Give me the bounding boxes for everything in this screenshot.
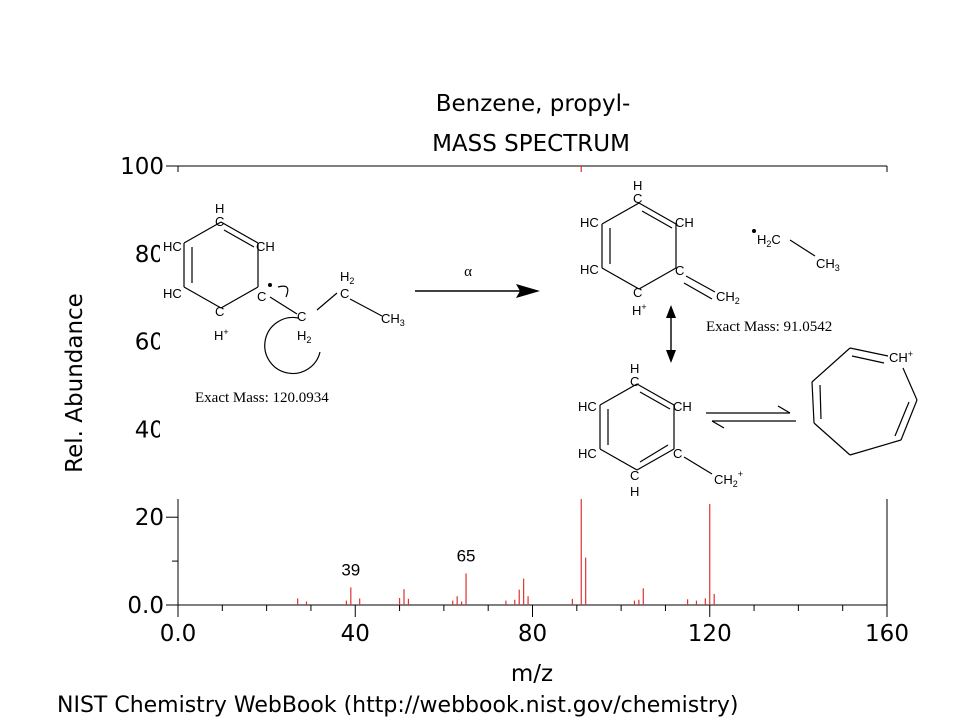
tropylium-structure	[811, 347, 918, 456]
benzyl-resonance-labels: H C HC CH HC C C H CH2+	[578, 361, 743, 499]
ethyl-radical: H2C CH3	[752, 229, 840, 273]
x-tick-label: 0.0	[160, 621, 197, 647]
svg-text:C: C	[215, 214, 224, 229]
alpha-cleavage-arrow: α	[415, 264, 540, 298]
svg-text:C: C	[675, 263, 684, 278]
footer-credit: NIST Chemistry WebBook (http://webbook.n…	[57, 693, 739, 718]
svg-text:HC: HC	[163, 286, 182, 301]
y-axis-title: Rel. Abundance	[62, 293, 88, 473]
svg-text:HC: HC	[580, 262, 599, 277]
scheme-background	[160, 172, 900, 499]
resonance-arrow	[666, 305, 676, 363]
y-tick-label: 60	[135, 330, 164, 356]
alpha-label: α	[464, 264, 472, 280]
exact-mass-left: Exact Mass: 120.0934	[195, 390, 329, 406]
y-axis: 0.0 20 40 60 80 100	[120, 154, 178, 619]
exact-mass-right: Exact Mass: 91.0542	[706, 319, 832, 335]
svg-text:H: H	[215, 201, 224, 216]
svg-text:C: C	[633, 191, 642, 206]
y-tick-label: 20	[135, 505, 164, 531]
reaction-scheme: H C HC CH HC C C H+ H2 C C H2 CH3 Exact …	[163, 178, 918, 499]
svg-text:C: C	[340, 286, 349, 301]
x-axis-title: m/z	[511, 661, 553, 687]
svg-text:C: C	[673, 446, 682, 461]
x-tick-label: 80	[518, 621, 547, 647]
svg-text:C: C	[630, 374, 639, 389]
chart-title: Benzene, propyl-	[436, 91, 631, 117]
propylbenzene-structure	[183, 221, 383, 375]
svg-text:H2C: H2C	[757, 232, 781, 249]
equilibrium-arrows	[706, 405, 796, 429]
svg-text:HC: HC	[578, 399, 597, 414]
benzyl-resonance-structure	[599, 383, 713, 475]
x-tick-label: 40	[341, 621, 370, 647]
svg-text:CH: CH	[673, 399, 692, 414]
svg-text:HC: HC	[578, 446, 597, 461]
svg-text:CH3: CH3	[816, 256, 840, 273]
svg-text:C: C	[257, 289, 266, 304]
svg-text:HC: HC	[580, 215, 599, 230]
svg-text:H: H	[633, 178, 642, 193]
svg-text:H: H	[630, 484, 639, 499]
x-axis: 0.0 40 80 120 160	[160, 605, 909, 647]
svg-text:CH2: CH2	[716, 289, 740, 306]
y-tick-label: 40	[135, 417, 164, 443]
svg-text:CH: CH	[675, 215, 694, 230]
y-tick-label: 80	[135, 242, 164, 268]
svg-text:C: C	[297, 309, 306, 324]
benzyl-cation-structure	[601, 202, 716, 300]
svg-text:C: C	[215, 304, 224, 319]
svg-text:CH3: CH3	[381, 311, 405, 328]
peak-label: 65	[457, 546, 476, 565]
benzyl-cation-labels: H C HC CH HC C C H+ CH2	[580, 178, 740, 318]
x-tick-label: 120	[688, 621, 732, 647]
tropylium-label: CH+	[889, 349, 913, 365]
chart-subtitle: MASS SPECTRUM	[432, 131, 630, 157]
peak-labels: 39 65	[341, 546, 475, 579]
x-tick-label: 160	[865, 621, 909, 647]
svg-text:CH: CH	[256, 239, 275, 254]
y-tick-label: 0.0	[127, 593, 164, 619]
svg-text:C: C	[630, 468, 639, 483]
svg-text:C: C	[633, 285, 642, 300]
svg-text:H: H	[630, 361, 639, 376]
y-tick-label: 100	[120, 154, 164, 180]
peak-label: 39	[341, 560, 360, 579]
svg-text:HC: HC	[163, 239, 182, 254]
